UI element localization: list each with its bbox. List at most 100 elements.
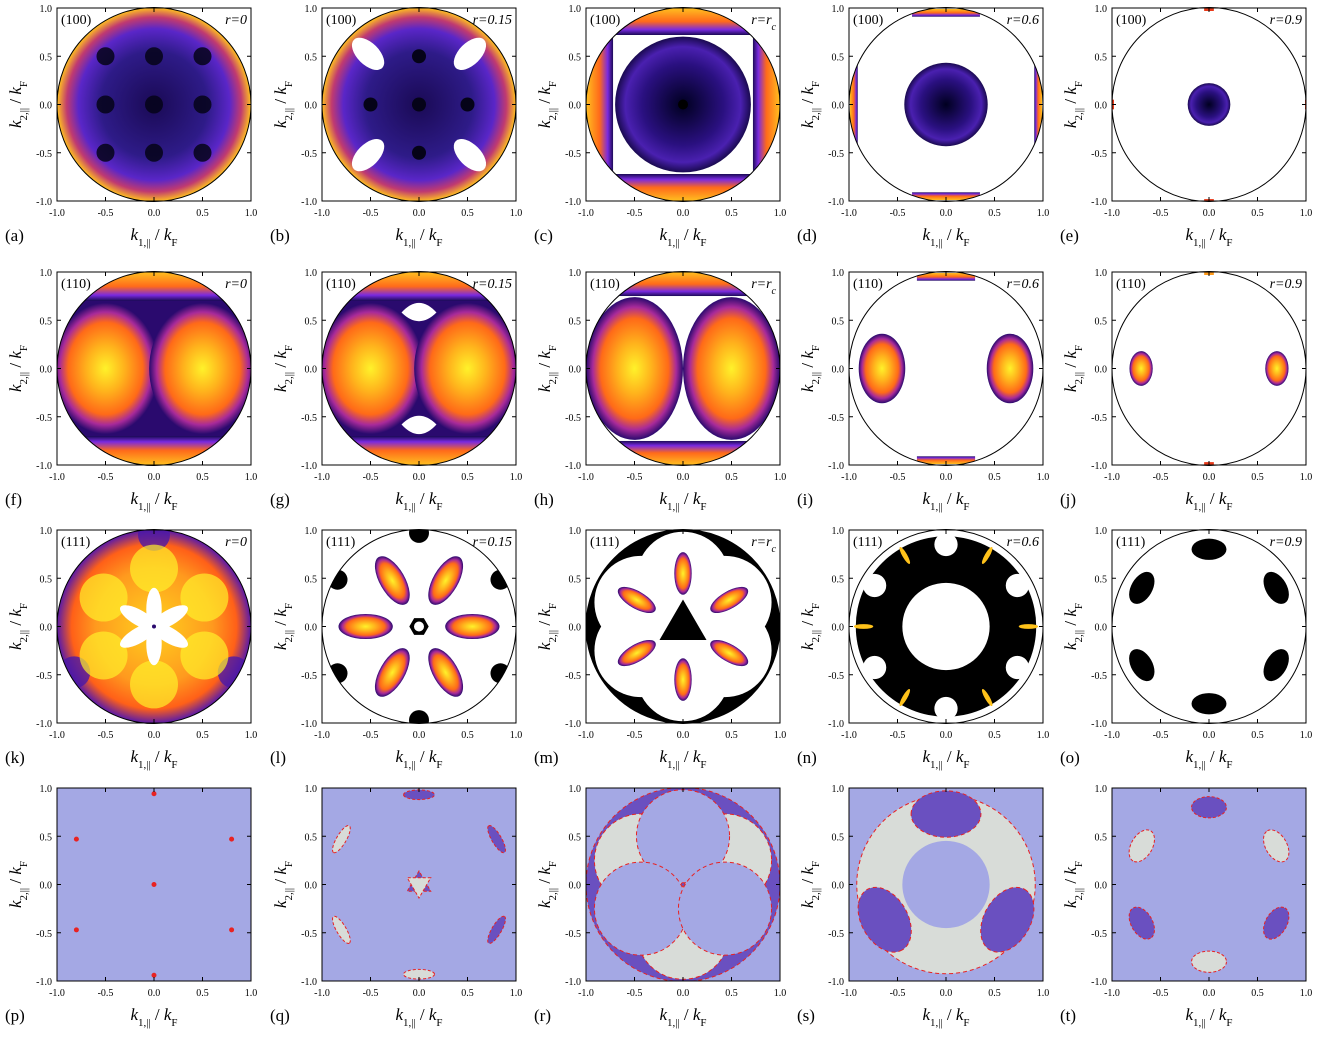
y-tick-label: 1.0	[1095, 526, 1108, 537]
y-tick-label: 0.5	[1095, 316, 1108, 327]
x-tick-label: -0.5	[363, 730, 379, 741]
node-spot	[229, 927, 235, 933]
x-tick-label: 1.0	[1300, 208, 1313, 219]
panel-f: -1.0 -0.5 0.0 0.5 1.0 1.0 0.5 0.0 -0.5 -1.0 k1,|| …	[5, 268, 257, 513]
r-label: r=0.6	[1007, 535, 1039, 550]
x-tick-label: 1.0	[510, 472, 523, 483]
r-label: r=rc	[751, 277, 776, 297]
node-spot	[1191, 693, 1227, 715]
y-tick-label: -1.0	[1091, 977, 1107, 988]
x-axis-label: k1,|| / kF	[922, 747, 969, 771]
x-tick-label: -0.5	[363, 208, 379, 219]
heatmap-area	[1112, 7, 1306, 202]
petal	[674, 658, 692, 701]
y-tick-label: -0.5	[301, 413, 317, 424]
bright-spot	[180, 573, 229, 622]
node-spot	[145, 143, 163, 162]
excluded-region	[351, 139, 385, 172]
x-tick-label: 0.0	[1203, 730, 1216, 741]
x-tick-label: 0.5	[461, 730, 474, 741]
x-tick-label: -0.5	[98, 988, 114, 999]
x-tick-label: 1.0	[510, 988, 523, 999]
node-spot	[145, 47, 163, 66]
y-tick-label: 1.0	[305, 4, 318, 15]
lobe	[332, 915, 351, 944]
panel-label: (i)	[797, 490, 813, 509]
y-tick-label: -0.5	[36, 413, 52, 424]
ticks: -1.0 -0.5 0.0 0.5 1.0 1.0 0.5 0.0 -0.5 -1.0	[565, 4, 786, 219]
y-tick-label: 0.5	[40, 52, 53, 63]
y-tick-label: 1.0	[1095, 784, 1108, 795]
lobe	[149, 302, 251, 435]
x-axis-label: k1,|| / kF	[922, 489, 969, 513]
x-tick-label: -1.0	[841, 472, 857, 483]
x-tick-label: 1.0	[1037, 988, 1050, 999]
petal	[445, 613, 500, 640]
y-tick-label: 0.5	[832, 316, 845, 327]
x-axis-label: k1,|| / kF	[395, 225, 442, 249]
ticks: -1.0 -0.5 0.0 0.5 1.0 1.0 0.5 0.0 -0.5 -1.0	[36, 526, 257, 741]
y-tick-label: -1.0	[828, 461, 844, 472]
ticks: -1.0 -0.5 0.0 0.5 1.0 1.0 0.5 0.0 -0.5 -1.0	[1091, 526, 1312, 741]
y-tick-label: 1.0	[832, 4, 845, 15]
x-tick-label: -1.0	[578, 730, 594, 741]
heatmap-area	[586, 271, 780, 466]
panel-label: (g)	[270, 490, 290, 509]
node-spot	[412, 97, 426, 112]
x-tick-label: 1.0	[1300, 988, 1313, 999]
x-tick-label: -0.5	[98, 472, 114, 483]
y-tick-label: 0.5	[569, 316, 582, 327]
heatmap-area	[322, 788, 516, 981]
y-axis-label: k2,|| / kF	[6, 861, 30, 908]
bright-spot	[130, 544, 178, 593]
ticks: -1.0 -0.5 0.0 0.5 1.0 1.0 0.5 0.0 -0.5 -1.0	[828, 4, 1049, 219]
node-spot	[1129, 571, 1155, 604]
y-tick-label: -1.0	[36, 461, 52, 472]
core-disc	[904, 62, 988, 147]
lobe	[414, 302, 516, 435]
panel-g: -1.0 -0.5 0.0 0.5 1.0 1.0 0.5 0.0 -0.5 -1.0 k1,|| …	[270, 268, 522, 513]
x-axis-label: k1,|| / kF	[395, 489, 442, 513]
bright-spot	[130, 660, 178, 709]
face-label: (100)	[326, 13, 357, 28]
x-tick-label: -0.5	[1153, 730, 1169, 741]
x-tick-label: 0.5	[196, 730, 209, 741]
center-spot	[152, 624, 156, 629]
y-tick-label: -0.5	[301, 929, 317, 940]
x-axis-label: k1,|| / kF	[1185, 1005, 1232, 1029]
x-tick-label: 0.5	[988, 208, 1001, 219]
panel-label: (p)	[5, 1006, 25, 1025]
y-axis-label: k2,|| / kF	[535, 345, 559, 392]
x-tick-label: 0.0	[940, 730, 953, 741]
band	[322, 436, 516, 465]
y-tick-label: 0.5	[305, 52, 318, 63]
ticks: -1.0 -0.5 0.0 0.5 1.0 1.0 0.5 0.0 -0.5 -1.0	[301, 4, 522, 219]
y-tick-label: -0.5	[301, 149, 317, 160]
petal	[119, 622, 158, 648]
y-tick-label: 1.0	[1095, 4, 1108, 15]
heatmap-area	[1112, 788, 1306, 981]
x-tick-label: -1.0	[314, 472, 330, 483]
node-spot	[229, 836, 235, 842]
x-tick-label: 0.0	[413, 988, 426, 999]
node-spot	[363, 97, 378, 112]
heatmap-area	[849, 7, 1043, 202]
y-axis-label: k2,|| / kF	[271, 81, 295, 128]
gap	[1005, 655, 1030, 680]
ticks: -1.0 -0.5 0.0 0.5 1.0 1.0 0.5 0.0 -0.5 -1.0	[828, 268, 1049, 483]
panel-label: (r)	[534, 1006, 551, 1025]
x-tick-label: -1.0	[49, 208, 65, 219]
heatmap-area	[1112, 529, 1306, 724]
ticks: -1.0 -0.5 0.0 0.5 1.0 1.0 0.5 0.0 -0.5 -1.0	[1091, 4, 1312, 219]
x-tick-label: 0.5	[988, 472, 1001, 483]
y-tick-label: -1.0	[565, 461, 581, 472]
background	[1112, 788, 1306, 981]
y-tick-label: -1.0	[1091, 719, 1107, 730]
band	[752, 8, 780, 201]
y-axis-label: k2,|| / kF	[1061, 603, 1085, 650]
y-tick-label: -1.0	[36, 977, 52, 988]
gap	[862, 573, 887, 598]
r-label: r=0.15	[473, 277, 512, 292]
y-tick-label: -0.5	[828, 413, 844, 424]
y-tick-label: -0.5	[565, 413, 581, 424]
